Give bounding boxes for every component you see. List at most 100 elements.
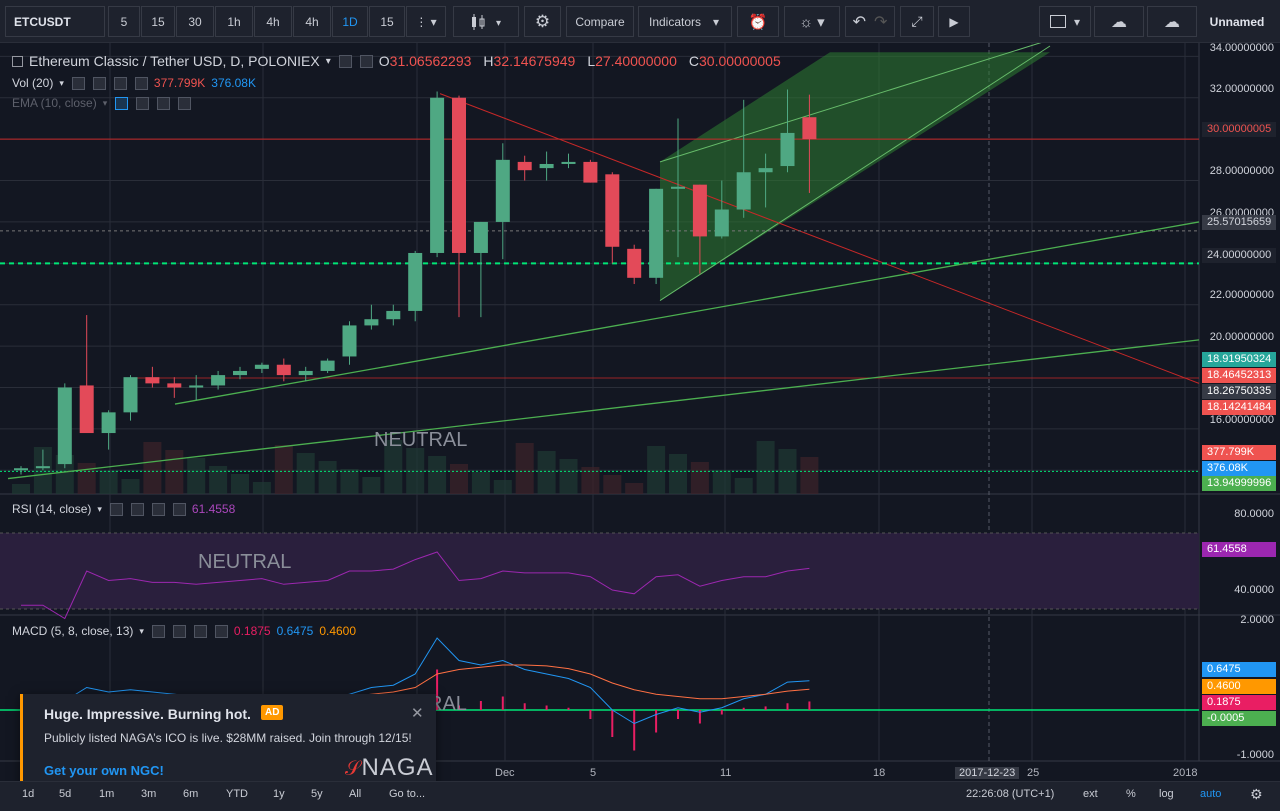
candle-body (561, 161, 576, 164)
plus-icon-rsi[interactable] (151, 502, 165, 516)
volume-value-1: 377.799K (153, 76, 206, 90)
template-button[interactable]: ☼ ▾ (784, 6, 840, 37)
close-icon-vol[interactable] (134, 76, 148, 90)
price-tick: 28.00000000 (1209, 165, 1274, 177)
plus-icon-ema[interactable] (157, 96, 171, 110)
ad-popup[interactable]: Huge. Impressive. Burning hot. AD ✕ Publ… (20, 694, 436, 792)
eye-icon-ema[interactable] (115, 96, 129, 110)
range-1m[interactable]: 1m (99, 788, 115, 800)
gear-icon-ema[interactable] (136, 96, 150, 110)
cloud-save-button[interactable]: ☁ (1147, 6, 1197, 37)
range-5y[interactable]: 5y (311, 788, 323, 800)
range-6m[interactable]: 6m (183, 788, 199, 800)
toggle-log[interactable]: log (1159, 788, 1174, 800)
indicators-button[interactable]: Indicators ▾ (638, 6, 732, 37)
range-ytd[interactable]: YTD (226, 788, 248, 800)
close-icon-ema[interactable] (178, 96, 192, 110)
cloud-load-button[interactable]: ☁ (1094, 6, 1144, 37)
lightbulb-icon: ☼ ▾ (799, 13, 825, 31)
alert-button[interactable]: ⏰ (737, 6, 779, 37)
macd-value-2: 0.6475 (276, 624, 314, 638)
more-intervals-button[interactable]: ⋮ ▾ (406, 6, 446, 37)
candle-body (780, 132, 795, 167)
gear-icon-macd[interactable] (172, 624, 186, 638)
eye-icon[interactable] (338, 54, 352, 68)
chart-area[interactable]: Ethereum Classic / Tether USD, D, POLONI… (0, 42, 1280, 792)
volume-label[interactable]: Vol (20) (12, 76, 54, 90)
candle-body (605, 174, 620, 247)
fullscreen-button[interactable]: ⤢ (900, 6, 934, 37)
gear-icon-bottom[interactable]: ⚙ (1250, 786, 1263, 802)
toggle-auto[interactable]: auto (1200, 788, 1222, 800)
close-icon[interactable]: ✕ (411, 705, 424, 722)
range-3m[interactable]: 3m (141, 788, 157, 800)
go-to-button[interactable]: Go to... (389, 788, 426, 800)
gear-icon-rsi[interactable] (130, 502, 144, 516)
chevron-down-icon-vol[interactable]: ▾ (59, 77, 64, 88)
snapshot-button[interactable]: ▾ (1039, 6, 1091, 37)
volume-bar (559, 459, 578, 494)
plus-icon-macd[interactable] (193, 624, 207, 638)
interval-15[interactable]: 15 (141, 6, 175, 37)
range-1d[interactable]: 1d (22, 788, 35, 800)
volume-bar (690, 462, 709, 494)
toggle-percent[interactable]: % (1126, 788, 1136, 800)
settings-button[interactable]: ⚙ (524, 6, 561, 37)
macd-tick: 2.0000 (1240, 614, 1274, 626)
candle-body (123, 377, 138, 413)
candle-body (254, 364, 269, 369)
volume-bar (340, 469, 359, 494)
volume-bar (384, 440, 403, 494)
collapse-icon[interactable] (12, 55, 23, 67)
candle-body (233, 370, 247, 376)
chevron-down-icon-legend[interactable]: ▾ (325, 55, 331, 67)
square-icon (1049, 15, 1066, 28)
range-all[interactable]: All (349, 788, 362, 800)
chevron-down-icon-macd[interactable]: ▾ (139, 625, 144, 636)
close-icon-rsi[interactable] (172, 502, 186, 516)
layout-name[interactable]: Unnamed (1198, 6, 1276, 37)
ad-cta-link[interactable]: Get your own NGC! (44, 763, 164, 778)
eye-icon-macd[interactable] (151, 624, 165, 638)
replay-button[interactable]: ▶ (938, 6, 970, 37)
interval-4h-b[interactable]: 4h (293, 6, 331, 37)
undo-icon[interactable]: ↶ (852, 13, 866, 31)
compare-button[interactable]: Compare (566, 6, 634, 37)
candle-body (101, 412, 116, 434)
gear-icon-legend[interactable] (359, 54, 373, 68)
eye-icon-rsi[interactable] (109, 502, 123, 516)
macd-label[interactable]: MACD (5, 8, close, 13) (12, 624, 134, 638)
eye-icon-vol[interactable] (71, 76, 85, 90)
plus-icon-vol[interactable] (113, 76, 127, 90)
chart-canvas[interactable] (0, 43, 1280, 784)
chevron-down-icon-rsi[interactable]: ▾ (97, 503, 102, 514)
chart-style-button[interactable]: ▾ (453, 6, 519, 37)
range-5d[interactable]: 5d (59, 788, 72, 800)
redo-icon[interactable]: ↷ (874, 13, 888, 31)
interval-15-b[interactable]: 15 (369, 6, 405, 37)
chevron-down-icon-ema[interactable]: ▾ (102, 97, 108, 108)
symbol-search[interactable]: ETCUSDT (5, 6, 105, 37)
interval-30[interactable]: 30 (176, 6, 214, 37)
price-badge: 18.46452313 (1202, 368, 1276, 383)
interval-1h[interactable]: 1h (215, 6, 253, 37)
ema-legend: EMA (10, close) ▾ (12, 96, 192, 110)
interval-4h[interactable]: 4h (254, 6, 292, 37)
indicators-label: Indicators (649, 14, 702, 29)
candle-body (145, 377, 160, 384)
rsi-label[interactable]: RSI (14, close) (12, 502, 92, 516)
gear-icon-vol[interactable] (92, 76, 106, 90)
volume-badge: 376.08K (1202, 461, 1276, 476)
ema-label[interactable]: EMA (10, close) (12, 96, 97, 110)
range-1y[interactable]: 1y (273, 788, 285, 800)
interval-1d[interactable]: 1D (332, 6, 368, 37)
chart-bg (0, 43, 1280, 784)
close-icon-macd[interactable] (214, 624, 228, 638)
volume-bar (55, 455, 74, 494)
candle-body (714, 209, 729, 237)
neutral-watermark-main: NEUTRAL (374, 429, 468, 451)
ad-body: Publicly listed NAGA’s ICO is live. $28M… (44, 731, 412, 745)
toggle-ext[interactable]: ext (1083, 788, 1098, 800)
interval-5[interactable]: 5 (108, 6, 140, 37)
macd-tick: -1.0000 (1236, 749, 1274, 761)
